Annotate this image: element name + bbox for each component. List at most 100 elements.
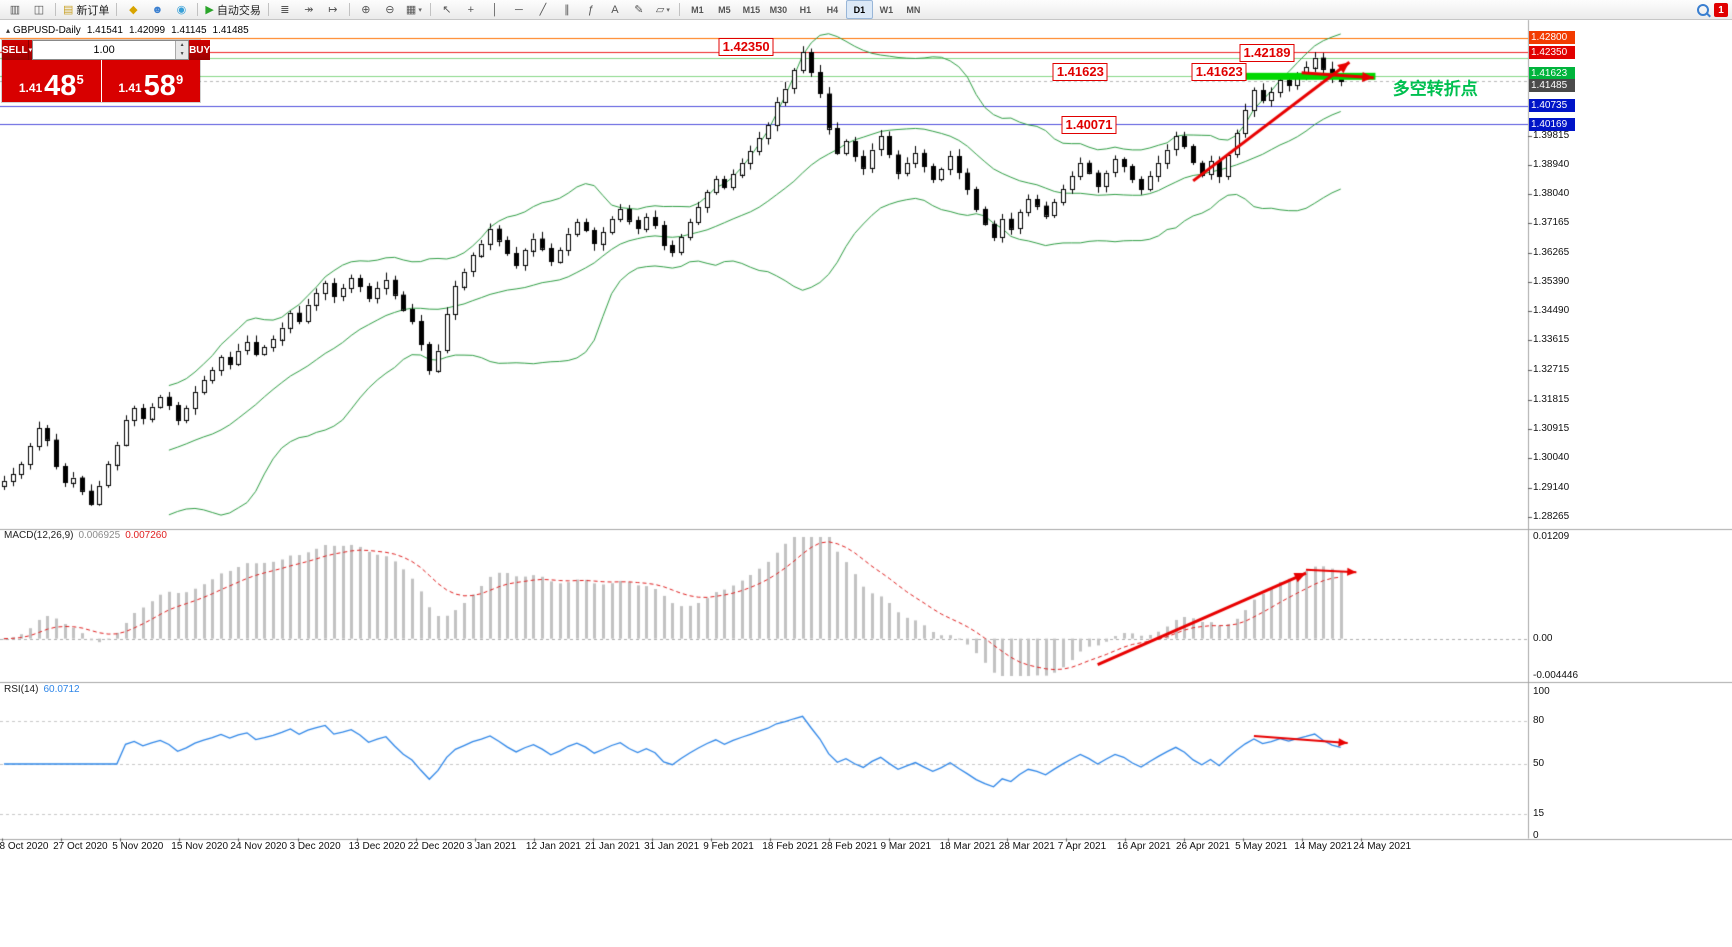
- price-tick-label: 1.30915: [1533, 423, 1570, 435]
- indicators-button[interactable]: ▦ ▾: [402, 0, 426, 19]
- tick-chart-icon[interactable]: ◫: [27, 0, 51, 19]
- vertical-line-icon[interactable]: │: [483, 0, 507, 19]
- oneclick-toggle-icon[interactable]: ▴: [6, 26, 11, 35]
- price-tick-label: 1.36265: [1533, 246, 1570, 258]
- date-label: 3 Jan 2021: [466, 841, 517, 852]
- horizontal-line-icon[interactable]: ─: [507, 0, 531, 19]
- date-label: 24 May 2021: [1353, 841, 1412, 852]
- timeframe-m1[interactable]: M1: [691, 4, 704, 15]
- buy-button[interactable]: BUY: [189, 40, 211, 60]
- shapes-button[interactable]: ▱ ▾: [651, 0, 675, 19]
- date-label: 22 Dec 2020: [407, 841, 465, 852]
- timeframe-mn[interactable]: MN: [906, 4, 921, 15]
- sell-button[interactable]: SELL: [2, 40, 28, 60]
- timeframe-h4[interactable]: H4: [826, 4, 839, 15]
- annotation-price-box[interactable]: 1.42189: [1239, 44, 1295, 63]
- annotation-price-box[interactable]: 1.41623: [1191, 62, 1247, 81]
- annotation-price-box[interactable]: 1.40071: [1061, 115, 1117, 134]
- channel-icon[interactable]: ∥: [555, 0, 579, 19]
- new-order-button: ▤: [63, 4, 74, 16]
- one-click-prices: 1.41 48 5 1.41 58 9: [2, 60, 200, 102]
- charts-icon[interactable]: ▥: [3, 0, 27, 19]
- toolbar-separator: [267, 3, 269, 16]
- price-tick-label: 1.39815: [1533, 129, 1570, 141]
- order-type-dropdown[interactable]: ▾: [27, 40, 33, 60]
- tick-chart-icon: ◫: [33, 4, 45, 16]
- crosshair-icon[interactable]: +: [459, 0, 483, 19]
- bar-chart-icon[interactable]: ≣: [273, 0, 297, 19]
- date-label: 18 Oct 2020: [0, 841, 49, 852]
- search-icon[interactable]: [1697, 4, 1709, 16]
- volume-input[interactable]: [33, 41, 176, 59]
- rsi-name: RSI(14): [4, 684, 39, 695]
- new-order-button[interactable]: ▤ 新订单: [60, 0, 112, 19]
- timeframe-m30[interactable]: M30: [769, 4, 788, 15]
- toolbar-separator: [197, 3, 199, 16]
- horizontal-line-icon: ─: [514, 3, 523, 16]
- volume-up-button[interactable]: ▲: [176, 41, 189, 50]
- autotrading-button: ▶: [205, 4, 214, 16]
- trendline-icon[interactable]: ╱: [531, 0, 555, 19]
- fibonacci-icon[interactable]: ƒ: [579, 0, 603, 19]
- date-label: 7 Apr 2021: [1057, 841, 1107, 852]
- zoom-in-icon[interactable]: ⊕: [354, 0, 378, 19]
- sell-price[interactable]: 1.41 48 5: [2, 60, 101, 102]
- toolbar-group: ▤ 新订单: [60, 0, 112, 19]
- cursor-icon[interactable]: ↖: [435, 0, 459, 19]
- toolbar-separator: [348, 3, 350, 16]
- text-label-icon[interactable]: ✎: [627, 0, 651, 19]
- shapes-button-dropdown-icon[interactable]: ▾: [666, 6, 670, 14]
- date-label: 12 Jan 2021: [525, 841, 581, 852]
- price-marker: 1.41623: [1529, 66, 1575, 80]
- macd-label: MACD(12,26,9) 0.006925 0.007260: [4, 530, 172, 541]
- timeframe-w1[interactable]: W1: [879, 4, 894, 15]
- annotation-price-box[interactable]: 1.41623: [1052, 62, 1108, 81]
- toolbar-right: 1: [1697, 3, 1728, 17]
- turning-point-label[interactable]: 多空转折点: [1392, 79, 1478, 99]
- price-tick-label: 1.34490: [1533, 305, 1570, 317]
- price-tick-label: 1.28265: [1533, 510, 1570, 522]
- toolbar-group: ▥ ◫: [3, 0, 51, 19]
- rsi-scale-label: 15: [1533, 808, 1545, 820]
- zoom-in-icon: ⊕: [361, 4, 371, 16]
- community-icon[interactable]: ☻: [145, 0, 169, 19]
- date-label: 26 Apr 2021: [1176, 841, 1230, 852]
- timeframe-m15[interactable]: M15: [742, 4, 761, 15]
- channel-icon: ∥: [564, 4, 570, 16]
- price-marker: 1.42350: [1529, 45, 1575, 59]
- toolbar-group: ↖ + │ ─ ╱ ∥ ƒ A ✎ ▱ ▾: [435, 0, 675, 19]
- timeframe-d1[interactable]: D1: [845, 0, 873, 19]
- auto-scroll-icon[interactable]: ↠: [297, 0, 321, 19]
- notifications-icon[interactable]: ◉: [169, 0, 193, 19]
- date-label: 15 Nov 2020: [171, 841, 229, 852]
- mql5-icon[interactable]: ◆: [121, 0, 145, 19]
- timeframe-m5[interactable]: M5: [718, 4, 731, 15]
- date-label: 9 Feb 2021: [703, 841, 754, 852]
- macd-scale-label: 0.01209: [1533, 531, 1570, 542]
- volume-down-button[interactable]: ▼: [176, 50, 189, 59]
- macd-scale-label: -0.004446: [1533, 670, 1579, 681]
- toolbar-group: ▶ 自动交易: [202, 0, 263, 19]
- chart-shift-icon: ↦: [328, 4, 338, 16]
- chart-title: ▴ GBPUSD-Daily 1.41541 1.42099 1.41145 1…: [6, 25, 249, 36]
- chart-shift-icon[interactable]: ↦: [321, 0, 345, 19]
- indicators-button-dropdown-icon[interactable]: ▾: [418, 6, 422, 14]
- timeframe-h1[interactable]: H1: [799, 4, 812, 15]
- price-tick-label: 1.33615: [1533, 334, 1570, 346]
- text-icon[interactable]: A: [603, 0, 627, 19]
- zoom-out-icon[interactable]: ⊖: [378, 0, 402, 19]
- chart-symbol-timeframe: GBPUSD-Daily: [13, 25, 81, 36]
- annotation-price-box[interactable]: 1.42350: [718, 38, 774, 57]
- autotrading-button[interactable]: ▶ 自动交易: [202, 0, 263, 19]
- price-tick-label: 1.29140: [1533, 481, 1570, 493]
- community-icon: ☻: [151, 3, 164, 16]
- cursor-icon: ↖: [442, 4, 452, 16]
- price-tick-label: 1.35390: [1533, 275, 1570, 287]
- notification-badge[interactable]: 1: [1714, 3, 1728, 17]
- trendline-icon: ╱: [539, 4, 547, 16]
- buy-price[interactable]: 1.41 58 9: [101, 60, 200, 102]
- date-label: 16 Apr 2021: [1116, 841, 1171, 852]
- rsi-scale-label: 50: [1533, 758, 1545, 769]
- one-click-trading-panel: SELL ▾ ▲ ▼ BUY 1.41 48 5 1.41 58 9: [2, 40, 211, 102]
